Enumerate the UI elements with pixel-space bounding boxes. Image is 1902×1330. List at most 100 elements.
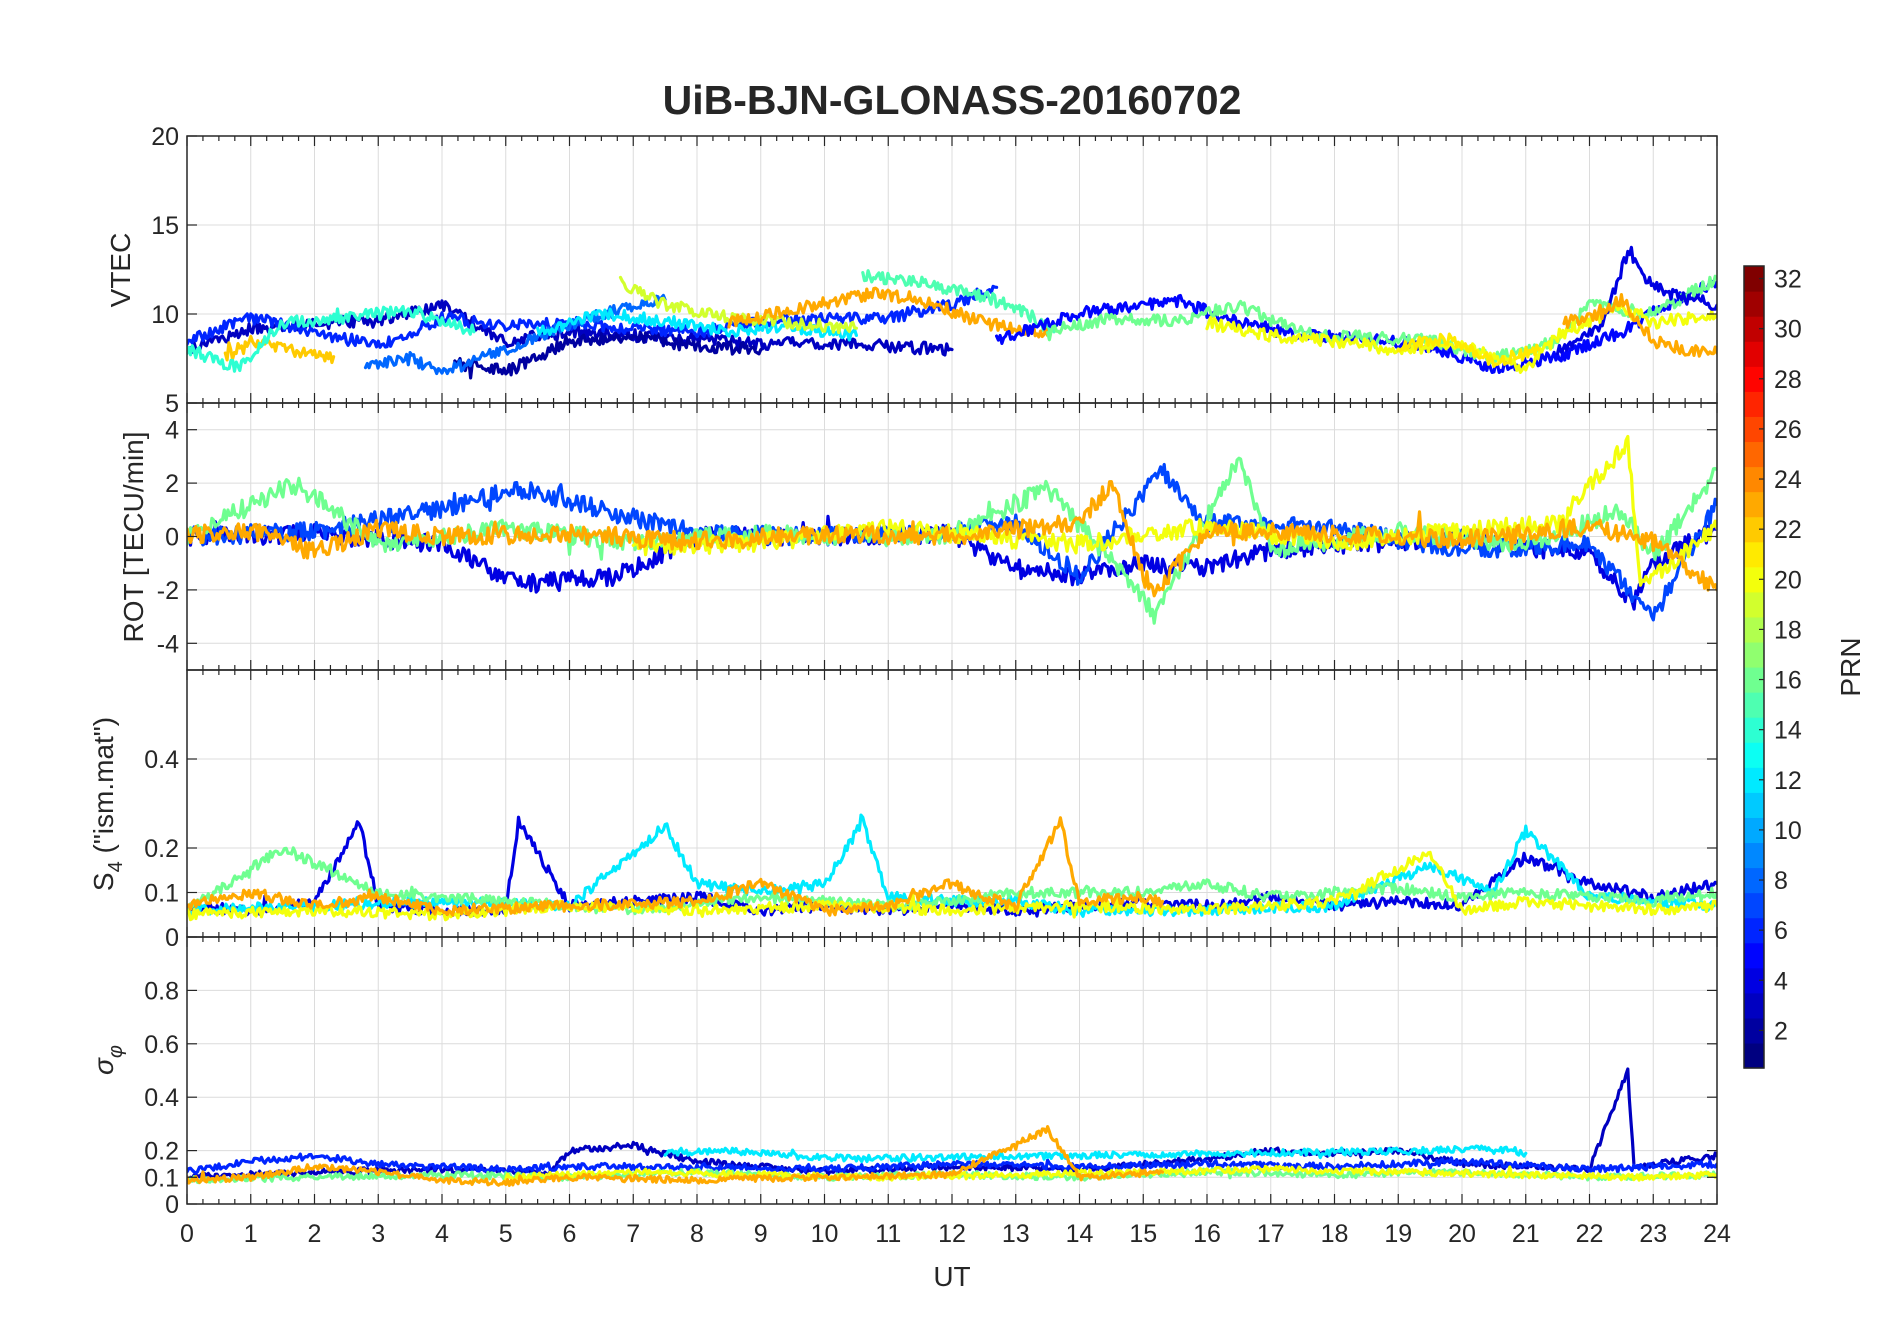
rot-ytick-label: 2 [165,470,179,498]
x-tick-label: 9 [754,1220,768,1248]
colorbar-tick-label: 30 [1774,316,1802,344]
colorbar-tick-label: 28 [1774,366,1802,394]
vtec-series-prn-5 [994,278,1717,374]
s4-ticks: 0 0.1 0.2 0.4 [144,670,1718,952]
colorbar-strip [1744,767,1764,793]
rot-ytick-label: 0 [165,524,179,552]
colorbar-tick-label: 4 [1774,967,1788,995]
sigma-ylabel-main: σ [88,1057,119,1075]
colorbar-strip [1744,541,1764,568]
sigma-ytick-label: 0.6 [144,1031,179,1059]
s4-ylabel-sub: 4 [105,861,127,872]
vtec-series-prn-6 [187,284,999,349]
vtec-ylabel: VTEC [105,233,136,308]
colorbar-strip [1744,566,1764,593]
x-axis-ticklabels: 0 1 2 3 4 5 6 7 8 9 10 11 12 13 14 15 16 17 18 19 20 21 22 23 24 [180,1220,1731,1248]
s4-series [187,813,1717,922]
x-tick-label: 20 [1448,1220,1476,1248]
s4-ytick-label: 0.2 [144,835,179,863]
x-tick-label: 8 [690,1220,704,1248]
rot-ticks: -4 -2 0 2 4 [157,403,1718,670]
colorbar-tick-label: 32 [1774,266,1802,294]
colorbar-strip [1744,942,1764,969]
colorbar-strip [1744,341,1764,367]
colorbar-strip [1744,717,1764,743]
colorbar-tick-label: 26 [1774,416,1802,444]
x-tick-label: 14 [1066,1220,1094,1248]
colorbar-tick-label: 2 [1774,1017,1788,1045]
rot-ylabel: ROT [TECU/min] [118,431,149,642]
sigma-series-prn-23 [187,1125,1165,1187]
colorbar-strip [1744,441,1764,468]
x-tick-label: 18 [1321,1220,1349,1248]
x-tick-label: 5 [499,1220,513,1248]
vtec-ytick-label: 10 [151,301,179,329]
colorbar-strip [1744,817,1764,844]
colorbar-strip [1744,366,1764,392]
sigma-series-prn-3 [187,1067,1717,1182]
vtec-ytick-label: 15 [151,212,179,240]
x-tick-label: 6 [563,1220,577,1248]
colorbar-gradient [1744,266,1764,1069]
x-tick-label: 22 [1576,1220,1604,1248]
s4-series-prn-16 [187,846,1717,916]
colorbar-strip [1744,516,1764,543]
panel-vtec: 5 10 15 20 VTEC [105,123,1718,418]
colorbar-strip [1744,692,1764,718]
s4-ylabel: S4 ("ism.mat") [88,717,127,891]
x-tick-label: 23 [1639,1220,1667,1248]
vtec-series-prn-23 [727,286,1050,339]
colorbar-strip [1744,992,1764,1019]
rot-series-prn-23 [187,480,1717,598]
colorbar-label: PRN [1835,637,1866,696]
colorbar-tick-label: 24 [1774,466,1802,494]
colorbar-tick-label: 8 [1774,867,1788,895]
x-tick-label: 15 [1129,1220,1157,1248]
vtec-series-prn-4 [1555,245,1717,355]
vtec-series-prn-2 [453,330,763,380]
colorbar-strip [1744,1042,1764,1069]
x-tick-label: 13 [1002,1220,1030,1248]
x-tick-label: 11 [875,1220,901,1248]
vtec-series-prn-21 [1396,332,1541,368]
x-tick-label: 24 [1703,1220,1731,1248]
vtec-ytick-label: 5 [165,390,179,418]
chart-title: UiB-BJN-GLONASS-20160702 [663,77,1242,123]
colorbar-strip [1744,391,1764,417]
colorbar-strip [1744,867,1764,894]
s4-ytick-label: 0.4 [144,746,179,774]
colorbar-tick-label: 22 [1774,516,1802,544]
panel-rot: -4 -2 0 2 4 ROT [TECU/min] [118,402,1718,671]
s4-series-prn-23 [187,816,1165,917]
sigma-ytick-label: 0 [165,1191,179,1219]
panel-sigma: 00.10.2 0.4 0.6 0.8 σφ [88,936,1718,1219]
x-tick-label: 4 [435,1220,449,1248]
s4-grid [186,670,1718,937]
colorbar-tick-label: 16 [1774,667,1802,695]
sigma-series-prn-12 [663,1144,1528,1164]
x-tick-label: 19 [1384,1220,1412,1248]
colorbar-strip [1744,616,1764,643]
sigma-ytick-label: 0.2 [144,1138,179,1166]
s4-ytick-label: 0.1 [144,880,179,908]
x-tick-label: 21 [1512,1220,1540,1248]
colorbar-strip [1744,641,1764,668]
vtec-series-prn-14 [187,304,476,373]
sigma-series [187,1067,1717,1187]
colorbar-tick-label: 6 [1774,917,1788,945]
colorbar-strip [1744,491,1764,518]
rot-series [187,434,1717,625]
rot-ytick-label: -4 [157,630,179,658]
colorbar-strip [1744,416,1764,443]
x-tick-label: 0 [180,1220,194,1248]
x-tick-label: 7 [626,1220,640,1248]
vtec-ytick-label: 20 [151,123,179,151]
colorbar-tick-label: 10 [1774,817,1802,845]
sigma-series-prn-6 [187,1152,1717,1178]
rot-ytick-label: -2 [157,577,179,605]
colorbar-tick-label: 12 [1774,767,1802,795]
colorbar-strip [1744,917,1764,944]
colorbar-frame [1743,265,1765,1069]
